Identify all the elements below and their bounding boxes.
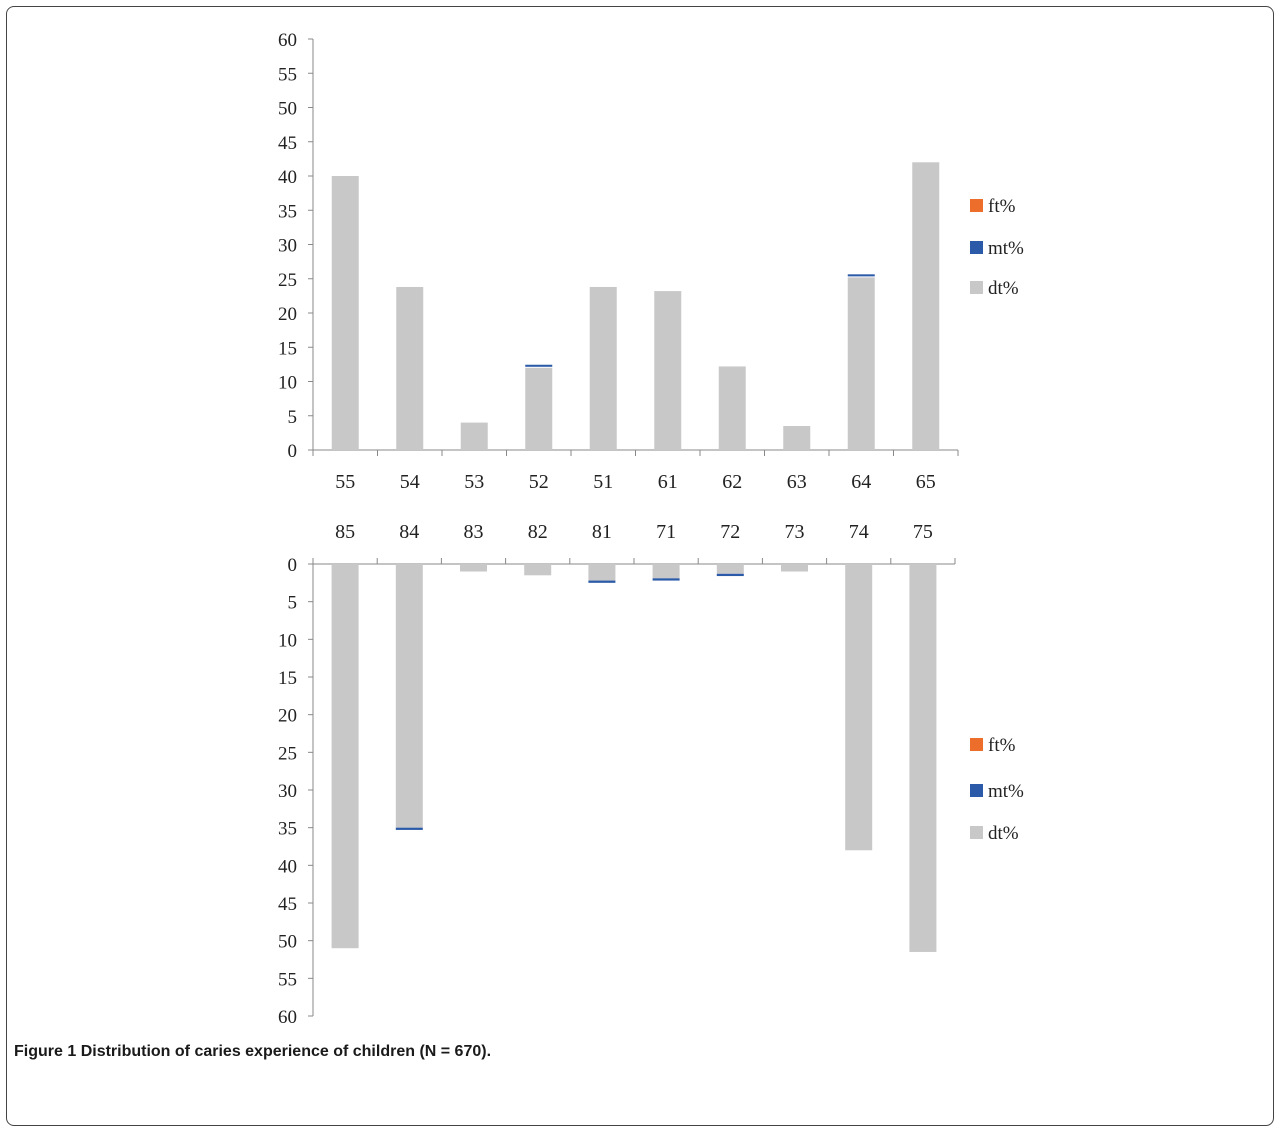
lower-y-tick-label: 0 xyxy=(288,555,298,576)
lower-category-label: 71 xyxy=(656,521,676,543)
upper-category-label: 55 xyxy=(335,471,355,493)
upper-y-tick-label: 55 xyxy=(278,64,297,85)
upper-bar-dt-64 xyxy=(847,277,875,450)
upper-y-tick-label: 40 xyxy=(278,167,297,188)
lower-y-tick-label: 60 xyxy=(278,1007,297,1028)
upper-legend-label-mt: mt% xyxy=(988,238,1024,259)
lower-category-label: 84 xyxy=(399,521,419,543)
upper-legend-swatch-mt xyxy=(970,241,983,254)
lower-y-tick-label: 50 xyxy=(278,932,297,953)
lower-y-tick-label: 5 xyxy=(288,593,298,614)
upper-bar-dt-53 xyxy=(460,422,488,450)
lower-bar-dt-74 xyxy=(845,564,873,851)
lower-legend-swatch-dt xyxy=(970,826,983,839)
upper-y-tick-label: 5 xyxy=(288,407,298,428)
upper-y-tick-label: 10 xyxy=(278,373,297,394)
upper-bar-dt-55 xyxy=(331,176,359,450)
caption-label: Figure 1 xyxy=(14,1043,77,1060)
upper-legend-swatch-dt xyxy=(970,281,983,294)
upper-bar-dt-62 xyxy=(718,366,746,450)
upper-legend-label-ft: ft% xyxy=(988,196,1016,217)
upper-category-label: 52 xyxy=(529,471,549,493)
upper-bar-mt-52 xyxy=(525,364,553,367)
upper-category-label: 51 xyxy=(593,471,613,493)
lower-y-tick-label: 30 xyxy=(278,781,297,802)
lower-bar-dt-82 xyxy=(524,564,552,576)
upper-bar-dt-51 xyxy=(589,286,617,450)
upper-category-label: 53 xyxy=(464,471,484,493)
upper-category-label: 61 xyxy=(658,471,678,493)
lower-category-label: 73 xyxy=(785,521,805,543)
upper-y-tick-label: 25 xyxy=(278,270,297,291)
lower-bar-mt-84 xyxy=(395,827,423,830)
lower-bar-dt-84 xyxy=(395,564,423,828)
lower-category-label: 82 xyxy=(528,521,548,543)
upper-category-label: 65 xyxy=(916,471,936,493)
lower-y-tick-label: 10 xyxy=(278,630,297,651)
lower-bar-mt-71 xyxy=(652,578,680,581)
lower-bar-dt-75 xyxy=(909,564,937,952)
upper-y-tick-label: 45 xyxy=(278,133,297,154)
lower-legend-label-ft: ft% xyxy=(988,735,1016,756)
upper-category-label: 64 xyxy=(851,471,871,493)
upper-y-tick-label: 20 xyxy=(278,304,297,325)
upper-y-tick-label: 0 xyxy=(288,441,298,462)
upper-bar-mt-64 xyxy=(847,274,875,277)
upper-y-tick-label: 15 xyxy=(278,338,297,359)
upper-y-tick-label: 30 xyxy=(278,236,297,257)
upper-bar-dt-65 xyxy=(912,162,940,451)
upper-category-label: 63 xyxy=(787,471,807,493)
upper-bar-dt-52 xyxy=(525,367,553,450)
upper-bar-dt-63 xyxy=(783,426,811,450)
lower-category-label: 72 xyxy=(720,521,740,543)
lower-y-tick-label: 40 xyxy=(278,856,297,877)
lower-bar-dt-71 xyxy=(652,564,680,579)
lower-category-label: 75 xyxy=(913,521,933,543)
lower-bar-dt-83 xyxy=(460,564,487,572)
lower-bar-mt-72 xyxy=(716,573,744,577)
lower-legend-label-mt: mt% xyxy=(988,781,1024,802)
lower-y-tick-label: 55 xyxy=(278,969,297,990)
lower-legend-swatch-ft xyxy=(970,738,983,751)
upper-legend-swatch-ft xyxy=(970,199,983,212)
upper-y-tick-label: 60 xyxy=(278,30,297,51)
lower-legend-label-dt: dt% xyxy=(988,823,1019,844)
lower-y-tick-label: 20 xyxy=(278,706,297,727)
lower-category-label: 85 xyxy=(335,521,355,543)
lower-bar-dt-81 xyxy=(588,564,616,581)
upper-bar-dt-54 xyxy=(396,286,424,450)
lower-legend-swatch-mt xyxy=(970,784,983,797)
lower-bar-mt-81 xyxy=(588,580,616,583)
lower-category-label: 74 xyxy=(849,521,869,543)
upper-y-tick-label: 50 xyxy=(278,99,297,120)
caption-text: Distribution of caries experience of chi… xyxy=(80,1043,492,1060)
figure-caption: Figure 1 Distribution of caries experien… xyxy=(14,1043,491,1061)
upper-y-tick-label: 35 xyxy=(278,201,297,222)
upper-legend-label-dt: dt% xyxy=(988,278,1019,299)
lower-bar-dt-85 xyxy=(331,564,359,949)
lower-y-tick-label: 45 xyxy=(278,894,297,915)
upper-category-label: 62 xyxy=(722,471,742,493)
lower-bar-dt-72 xyxy=(716,564,744,574)
upper-category-label: 54 xyxy=(400,471,420,493)
lower-category-label: 83 xyxy=(464,521,484,543)
lower-category-label: 81 xyxy=(592,521,612,543)
lower-bar-dt-73 xyxy=(781,564,808,572)
upper-bar-dt-61 xyxy=(654,291,682,450)
lower-y-tick-label: 25 xyxy=(278,743,297,764)
lower-y-tick-label: 35 xyxy=(278,819,297,840)
lower-y-tick-label: 15 xyxy=(278,668,297,689)
